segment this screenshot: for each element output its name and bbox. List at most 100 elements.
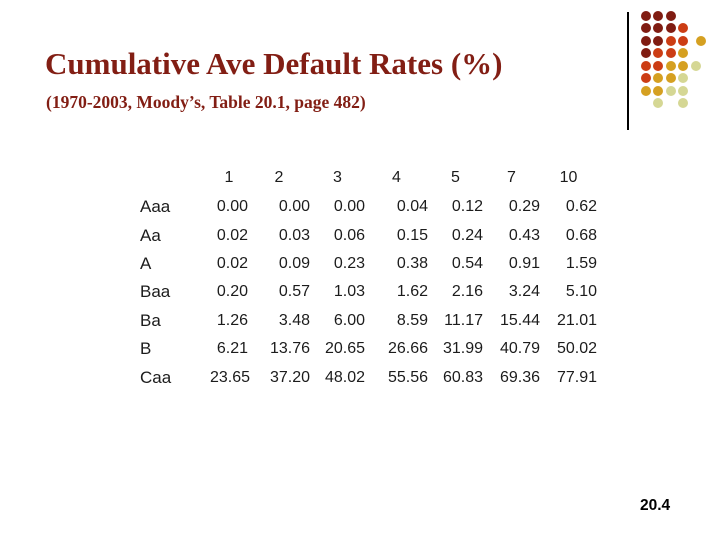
decoration-dot <box>641 85 651 96</box>
table-row: A 0.02 0.09 0.23 0.38 0.54 0.91 1.59 <box>140 250 597 278</box>
decoration-dot <box>641 60 651 71</box>
row-label: Aaa <box>140 197 171 217</box>
row-label: Aa <box>140 225 161 245</box>
table-cell: 0.12 <box>451 198 483 216</box>
page-title: Cumulative Ave Default Rates (%) <box>45 46 503 81</box>
table-cell: 0.57 <box>278 283 310 301</box>
row-label: B <box>140 339 152 359</box>
decoration-dot <box>665 48 676 59</box>
table-cell: 0.91 <box>508 254 540 272</box>
table-cell: 0.20 <box>216 283 248 301</box>
column-header: 3 <box>333 169 342 186</box>
decoration-dot <box>678 35 689 46</box>
decoration-dot <box>690 60 701 71</box>
table-cell: 1.03 <box>333 283 365 301</box>
table-cell: 13.76 <box>269 340 310 358</box>
table-cell: 21.01 <box>556 311 597 329</box>
table-cell: 1.62 <box>396 283 428 301</box>
table-cell: 0.43 <box>508 226 540 244</box>
decoration-dot <box>678 98 689 109</box>
default-rates-table: 1 2 3 4 5 7 10 Aaa 0.00 0.00 0.00 0.04 0.12 0.29 0.62… <box>140 163 597 392</box>
column-header: 2 <box>274 169 284 186</box>
decoration-dot <box>678 48 689 59</box>
column-header: 7 <box>507 169 516 186</box>
table-cell: 55.56 <box>387 368 428 386</box>
row-label: Baa <box>140 282 171 302</box>
table-cell: 0.09 <box>278 254 310 272</box>
table-cell: 1.59 <box>565 254 597 272</box>
decoration-dot <box>678 60 689 71</box>
column-header: 10 <box>559 169 578 186</box>
table-cell: 0.62 <box>565 198 597 216</box>
decoration-dot <box>653 48 664 59</box>
page-subtitle: (1970-2003, Moody’s, Table 20.1, page 48… <box>46 92 366 112</box>
table-cell: 50.02 <box>556 340 597 358</box>
decoration-dot <box>641 73 651 84</box>
table-cell: 26.66 <box>387 340 428 358</box>
decoration-dot <box>641 35 651 46</box>
table-cell: 0.23 <box>333 254 365 272</box>
table-cell: 0.03 <box>278 226 310 244</box>
table-row: Ba 1.26 3.48 6.00 8.59 11.17 15.44 21.01 <box>140 307 597 335</box>
table-cell: 3.48 <box>278 311 310 329</box>
column-header: 1 <box>224 169 234 186</box>
decoration-dot <box>641 11 651 21</box>
table-row: Caa 23.65 37.20 48.02 55.56 60.83 69.36 77.91 <box>140 363 597 391</box>
table-cell: 60.83 <box>442 368 483 386</box>
decoration-dot <box>665 60 676 71</box>
table-cell: 0.68 <box>565 226 597 244</box>
decoration-dot <box>653 73 664 84</box>
decoration-dot <box>678 85 689 96</box>
default-rates-table-container: 1 2 3 4 5 7 10 Aaa 0.00 0.00 0.00 0.04 0.12 0.29 0.62… <box>140 163 597 392</box>
table-row: Baa 0.20 0.57 1.03 1.62 2.16 3.24 5.10 <box>140 278 597 306</box>
decoration-dot <box>653 85 664 96</box>
table-cell: 0.00 <box>333 198 365 216</box>
table-cell: 6.00 <box>333 311 365 329</box>
table-cell: 31.99 <box>442 340 483 358</box>
table-cell: 77.91 <box>556 368 597 386</box>
table-cell: 0.02 <box>216 254 248 272</box>
table-cell: 0.54 <box>451 254 483 272</box>
table-cell: 5.10 <box>565 283 597 301</box>
table-cell: 1.26 <box>216 311 248 329</box>
table-row: B 6.21 13.76 20.65 26.66 31.99 40.79 50.02 <box>140 335 597 363</box>
table-row: Aa 0.02 0.03 0.06 0.15 0.24 0.43 0.68 <box>140 221 597 249</box>
table-cell: 0.00 <box>278 198 310 216</box>
table-cell: 0.06 <box>333 226 365 244</box>
decoration-dot <box>678 73 689 84</box>
table-cell: 37.20 <box>269 368 310 386</box>
decoration-dot <box>653 98 664 109</box>
column-header: 5 <box>451 169 460 186</box>
table-body: Aaa 0.00 0.00 0.00 0.04 0.12 0.29 0.62 Aa 0.02 0.0… <box>140 193 597 392</box>
table-cell: 0.04 <box>396 198 428 216</box>
decoration-dot <box>653 23 664 34</box>
table-cell: 0.02 <box>216 226 248 244</box>
decoration-dot <box>641 23 651 34</box>
row-label: Caa <box>140 367 172 387</box>
table-cell: 48.02 <box>324 368 365 386</box>
decoration-dot <box>665 11 676 21</box>
decoration-dot <box>665 85 676 96</box>
column-header: 4 <box>392 169 401 186</box>
decoration-dot <box>665 35 676 46</box>
table-cell: 0.15 <box>396 226 428 244</box>
table-cell: 8.59 <box>396 311 428 329</box>
separator-line <box>627 12 629 130</box>
row-label: A <box>140 253 152 273</box>
decoration-dot <box>641 48 651 59</box>
row-label: Ba <box>140 310 161 330</box>
table-cell: 0.24 <box>451 226 483 244</box>
table-row: Aaa 0.00 0.00 0.00 0.04 0.12 0.29 0.62 <box>140 193 597 221</box>
table-cell: 40.79 <box>499 340 540 358</box>
decoration-dot <box>653 60 664 71</box>
decoration-dot <box>695 35 706 46</box>
table-header-row: 1 2 3 4 5 7 10 <box>140 163 597 193</box>
table-cell: 11.17 <box>444 311 483 329</box>
slide-number: 20.4 <box>640 497 671 514</box>
table-cell: 0.38 <box>396 254 428 272</box>
table-cell: 3.24 <box>508 283 540 301</box>
table-header: 1 2 3 4 5 7 10 <box>140 163 597 193</box>
decoration-dot <box>678 23 689 34</box>
decoration-dot <box>653 35 664 46</box>
